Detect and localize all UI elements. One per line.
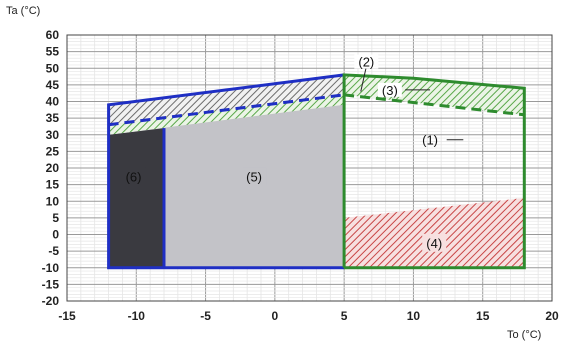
region-2-label-bg: [354, 54, 379, 69]
region-2-hatch: [108, 74, 345, 125]
y-tick-label: 45: [46, 78, 60, 92]
y-tick-label: 30: [46, 128, 60, 142]
region-3-label: (3): [382, 83, 398, 98]
region-2-label: (2): [358, 55, 374, 70]
green-dashed-line: [343, 93, 525, 117]
x-tick-label: 10: [407, 309, 421, 323]
y-tick-label: 55: [46, 45, 60, 59]
y-tick-label: 5: [52, 211, 59, 225]
region-4-hatch: [344, 197, 525, 268]
x-tick-label: 0: [272, 309, 279, 323]
blue-boundary-line: [107, 73, 345, 270]
y-tick-label: 35: [46, 111, 60, 125]
region-6-label-bg: [121, 167, 146, 186]
transition-green-hatch: [108, 94, 345, 135]
region-5-label: (5): [246, 169, 262, 184]
y-tick-label: -15: [42, 277, 60, 291]
region-6-label: (6): [126, 169, 142, 184]
x-tick-label: -5: [200, 309, 211, 323]
y-tick-label: 0: [52, 228, 59, 242]
y-tick-label: -5: [48, 244, 59, 258]
region-3-label-bg: [377, 82, 402, 97]
blue-dashed-line: [108, 93, 345, 127]
y-tick-label: 10: [46, 194, 60, 208]
y-axis-label: Ta (°C): [6, 5, 40, 17]
region-4-label-bg: [422, 233, 447, 252]
x-axis-label: To (°C): [507, 329, 541, 341]
x-tick-label: -15: [58, 309, 76, 323]
x-tick-label: 15: [476, 309, 490, 323]
y-tick-label: -10: [42, 261, 60, 275]
y-tick-label: 20: [46, 161, 60, 175]
x-tick-label: 5: [341, 309, 348, 323]
region-4-label: (4): [426, 236, 442, 251]
y-tick-label: 40: [46, 95, 60, 109]
tick-labels: -15 -10 -5 0 5 10 15 20605550454035302520151050…: [42, 28, 559, 323]
x-tick-label: 20: [545, 309, 559, 323]
y-tick-label: 25: [46, 144, 60, 158]
green-boundary-line: [342, 73, 526, 270]
region-5-label-bg: [242, 167, 267, 186]
y-tick-label: -20: [42, 294, 60, 308]
y-tick-label: 50: [46, 61, 60, 75]
plot-frame: [66, 34, 553, 302]
region-2-leader-line: [360, 66, 367, 92]
y-tick-label: 15: [46, 178, 60, 192]
x-tick-label: -10: [128, 309, 146, 323]
region-6-area: [108, 128, 164, 268]
region-1-label: (1): [422, 133, 438, 148]
y-tick-label: 60: [46, 28, 60, 42]
